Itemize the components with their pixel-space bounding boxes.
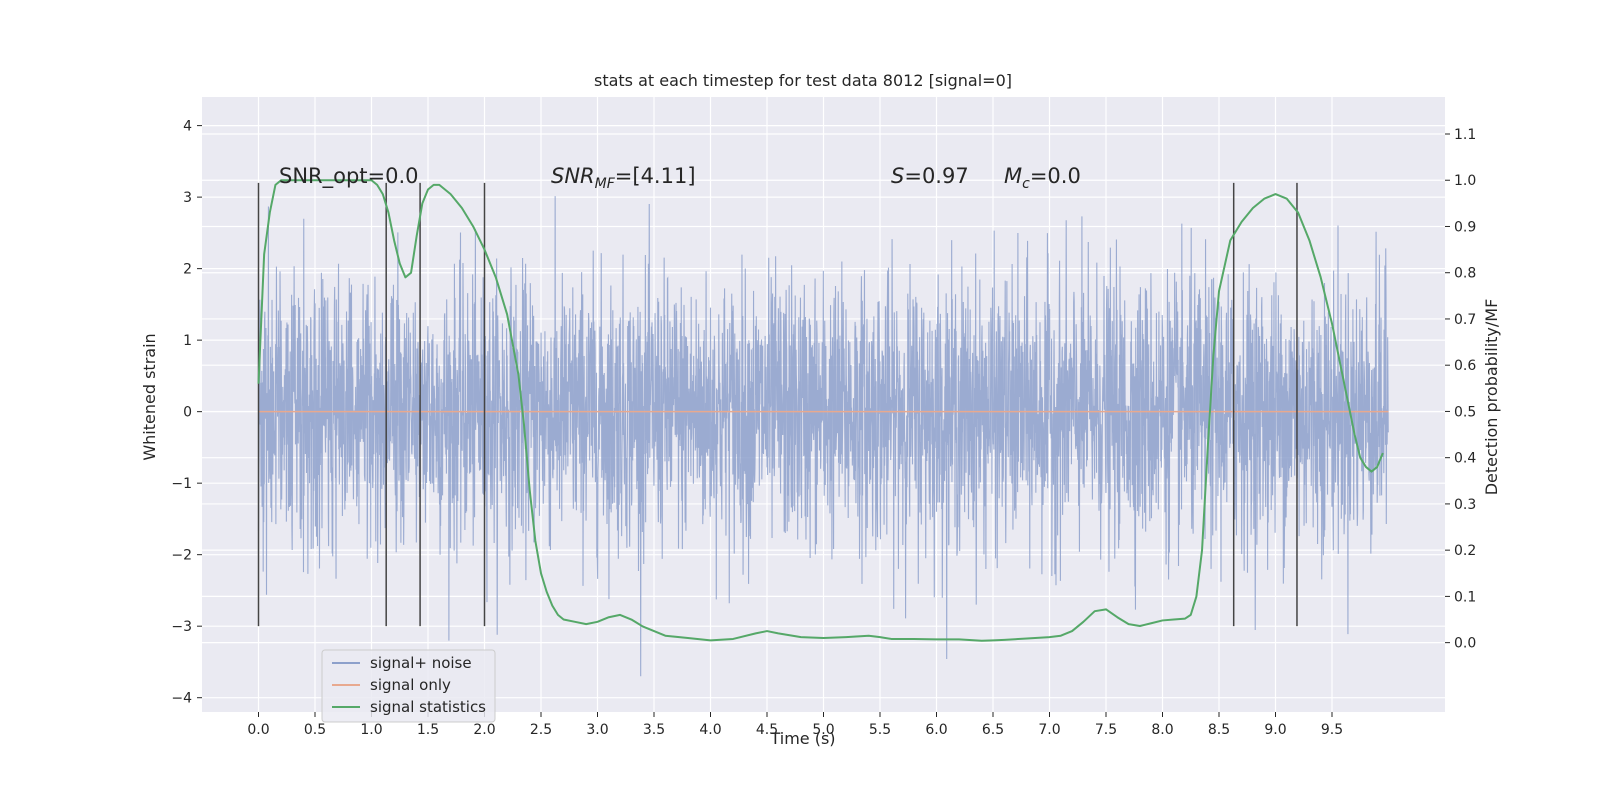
y2-tick-label: 0.1 [1454, 589, 1476, 605]
legend: signal+ noise signal only signal statist… [321, 649, 496, 723]
x-tick-label: 9.0 [1264, 722, 1286, 738]
x-tick-label: 7.0 [1038, 722, 1060, 738]
x-tick-label: 4.5 [756, 722, 778, 738]
x-tick-label: 0.0 [247, 722, 269, 738]
x-tick-label: 2.0 [473, 722, 495, 738]
y2-tick-label: 1.0 [1454, 173, 1476, 189]
x-tick-label: 1.5 [417, 722, 439, 738]
y-tick-label: 4 [183, 119, 192, 135]
s-value: =0.97 [904, 164, 968, 188]
x-tick-label: 9.5 [1321, 722, 1343, 738]
legend-label-signal-only: signal only [370, 676, 451, 694]
y-tick-label: 1 [183, 333, 192, 349]
legend-box [321, 649, 496, 723]
y2-tick-label: 0.9 [1454, 219, 1476, 235]
x-tick-label: 0.5 [304, 722, 326, 738]
y2-tick-label: 0.4 [1454, 451, 1476, 467]
mc-value: =0.0 [1030, 164, 1081, 188]
x-tick-label: 8.0 [1151, 722, 1173, 738]
axis-ticks: 0.0 0.5 1.0 1.5 2.0 2.5 3.0 3.5 4.0 4.5 5.0 5.5 6.0 6… [171, 119, 1476, 738]
chart-title: stats at each timestep for test data 801… [594, 71, 1012, 90]
y2-tick-label: 0.5 [1454, 404, 1476, 420]
y-tick-label: −2 [171, 548, 192, 564]
y2-tick-label: 0.0 [1454, 636, 1476, 652]
x-tick-label: 1.0 [360, 722, 382, 738]
annotation-s: S=0.97 [891, 164, 969, 188]
y-tick-label: 2 [183, 262, 192, 278]
mc-sub: c [1022, 176, 1030, 192]
x-tick-label: 4.0 [699, 722, 721, 738]
vertical-markers [257, 182, 1298, 627]
x-tick-label: 5.0 [812, 722, 834, 738]
y2-tick-label: 0.6 [1454, 358, 1476, 374]
y-tick-label: 0 [183, 405, 192, 421]
x-tick-label: 3.5 [643, 722, 665, 738]
y-tick-label: −3 [171, 619, 192, 635]
x-tick-label: 2.5 [530, 722, 552, 738]
series-signal-statistics [257, 179, 1384, 642]
y-axis-label: Whitened strain [140, 333, 159, 460]
noise-trace [257, 196, 1390, 677]
snr-mf-base: SNR [551, 164, 595, 188]
y-tick-label: −4 [171, 691, 192, 707]
annotation-snr-mf: SNRMF=[4.11] [551, 164, 696, 192]
y2-axis-label: Detection probability/MF [1482, 299, 1501, 496]
annotation-mc: Mc=0.0 [1004, 164, 1081, 192]
x-tick-label: 7.5 [1095, 722, 1117, 738]
legend-label-signal-noise: signal+ noise [370, 654, 472, 672]
mc-base: M [1004, 164, 1022, 188]
y2-tick-label: 0.2 [1454, 543, 1476, 559]
x-axis-label: Time (s) [769, 729, 835, 748]
legend-label-signal-statistics: signal statistics [370, 698, 486, 716]
x-tick-label: 6.5 [982, 722, 1004, 738]
s-letter: S [891, 164, 904, 188]
y2-tick-label: 0.7 [1454, 312, 1476, 328]
snr-mf-sub: MF [595, 176, 616, 192]
x-tick-label: 6.0 [925, 722, 947, 738]
y2-tick-label: 1.1 [1454, 127, 1476, 143]
y2-tick-label: 0.3 [1454, 497, 1476, 513]
y-tick-label: −1 [171, 476, 192, 492]
y2-tick-label: 0.8 [1454, 266, 1476, 282]
signal-statistics-line [257, 179, 1384, 642]
series-signal-noise [257, 196, 1390, 677]
x-tick-label: 5.5 [869, 722, 891, 738]
snr-mf-value: =[4.11] [615, 164, 696, 188]
y-tick-label: 3 [183, 190, 192, 206]
x-tick-label: 3.0 [586, 722, 608, 738]
annotation-snr-opt: SNR_opt=0.0 [279, 164, 419, 189]
x-tick-label: 8.5 [1208, 722, 1230, 738]
